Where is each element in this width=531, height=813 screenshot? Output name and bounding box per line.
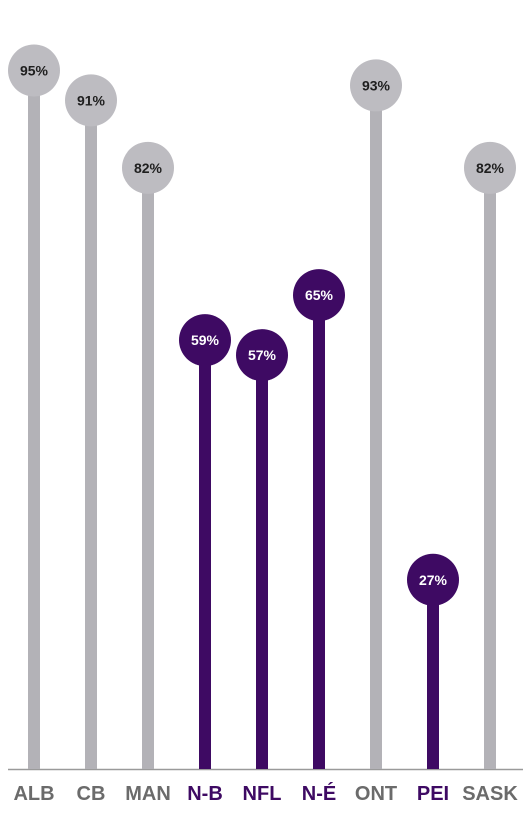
lollipop-stem [427, 579, 439, 769]
category-label-n-b: N-B [187, 783, 223, 805]
category-label-n-: N-É [302, 782, 336, 805]
lollipop-head [236, 329, 288, 382]
lollipop-head [179, 314, 231, 367]
lollipop-stem [256, 355, 268, 769]
lollipop-ont: 93% [350, 59, 402, 770]
category-label-alb: ALB [13, 783, 54, 805]
lollipop-head [293, 269, 345, 322]
category-label-cb: CB [77, 783, 106, 805]
category-label-sask: SASK [462, 783, 518, 805]
lollipop-nfl: 57% [236, 329, 288, 769]
lollipop-stem [199, 340, 211, 769]
value-label: 27% [419, 572, 448, 588]
lollipop-stem [85, 100, 97, 769]
lollipop-stem [484, 167, 496, 769]
lollipop-head [65, 74, 117, 127]
lollipop-stem [28, 70, 40, 769]
category-labels: ALB CB MAN N-B NFL N-É ONT PEI SASK [13, 782, 518, 805]
category-label-man: MAN [125, 783, 171, 805]
lollipop-head [350, 59, 402, 112]
value-label: 82% [134, 160, 163, 176]
lollipop-head [407, 553, 459, 606]
lollipop-sask: 82% [464, 141, 516, 769]
lollipop-cb: 91% [65, 74, 117, 769]
lollipop-head [464, 141, 516, 194]
lollipop-stem [313, 295, 325, 769]
lollipop-n-b: 59% [179, 314, 231, 769]
value-label: 59% [191, 332, 220, 348]
lollipop-man: 82% [122, 141, 174, 769]
value-label: 57% [248, 347, 277, 363]
value-label: 91% [77, 92, 106, 108]
value-label: 65% [305, 287, 334, 303]
lollipop-stem [142, 167, 154, 769]
value-label: 95% [20, 62, 49, 78]
category-label-nfl: NFL [243, 783, 282, 805]
lollipop-head [8, 44, 60, 97]
lollipop-alb: 95% [8, 44, 60, 769]
value-label: 82% [476, 160, 505, 176]
lollipop-pei: 27% [407, 553, 459, 769]
chart-marks: 95% 91% 82% 59% 57% 65% 93% 27% 82% [8, 44, 516, 770]
lollipop-n-: 65% [293, 269, 345, 769]
lollipop-stem [370, 85, 382, 770]
value-label: 93% [362, 77, 391, 93]
lollipop-head [122, 141, 174, 194]
category-label-ont: ONT [355, 783, 397, 805]
category-label-pei: PEI [417, 783, 449, 805]
